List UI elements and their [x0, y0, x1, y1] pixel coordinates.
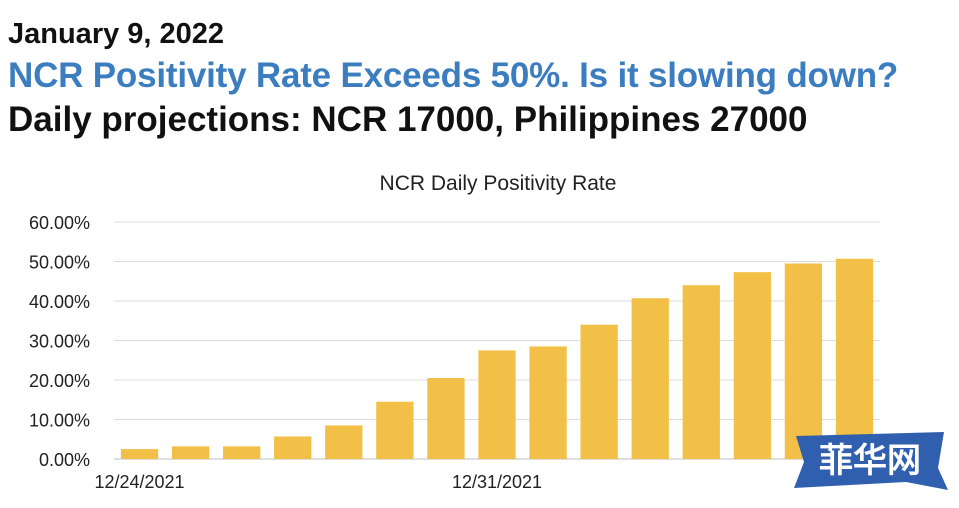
y-tick-label: 40.00% [29, 292, 90, 312]
positivity-bar-chart: NCR Daily Positivity Rate 0.00% 10.00% 20.… [29, 172, 880, 492]
bar [427, 378, 465, 459]
y-tick-label: 10.00% [29, 411, 90, 431]
bar [274, 436, 312, 459]
projections-subtitle: Daily projections: NCR 17000, Philippine… [8, 100, 808, 139]
bar [325, 425, 363, 459]
y-tick-label: 50.00% [29, 253, 90, 273]
bar [733, 272, 771, 459]
headline: NCR Positivity Rate Exceeds 50%. Is it s… [8, 56, 899, 95]
x-tick-label: 12/31/2021 [452, 472, 542, 492]
chart-title: NCR Daily Positivity Rate [380, 172, 617, 195]
bar [171, 446, 210, 459]
x-tick-label: 12/24/2021 [94, 472, 184, 492]
bar [529, 346, 567, 459]
bar [580, 324, 618, 459]
date-heading: January 9, 2022 [8, 18, 225, 50]
bar [682, 285, 720, 459]
y-tick-label: 30.00% [29, 332, 90, 352]
bar [835, 258, 874, 459]
bar [631, 298, 669, 459]
bar [120, 449, 159, 459]
bar [376, 401, 414, 459]
watermark-logo: 菲华网 [786, 428, 950, 494]
y-tick-label: 20.00% [29, 371, 90, 391]
y-tick-label: 60.00% [29, 213, 90, 233]
bar [223, 446, 261, 459]
bar [784, 263, 823, 459]
y-tick-label: 0.00% [39, 450, 90, 470]
watermark-text: 菲华网 [819, 441, 921, 481]
watermark-background-shape [794, 432, 948, 490]
bar [478, 350, 516, 459]
